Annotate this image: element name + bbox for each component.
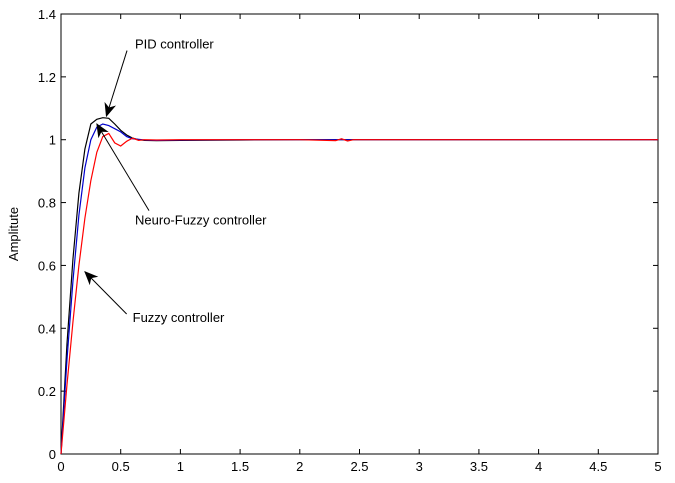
fuzzy-series-line bbox=[60, 132, 658, 455]
x-tick-label: 2 bbox=[296, 459, 303, 474]
y-tick-label: 0.6 bbox=[38, 258, 56, 273]
x-tick-label: 4.5 bbox=[589, 459, 607, 474]
x-tick-label: 1 bbox=[177, 459, 184, 474]
y-tick-label: 1.2 bbox=[38, 70, 56, 85]
neuro-fuzzy-annotation-arrow bbox=[96, 123, 150, 211]
y-tick-label: 1 bbox=[49, 133, 56, 148]
y-tick-label: 0 bbox=[49, 447, 56, 462]
x-tick-label: 2.5 bbox=[350, 459, 368, 474]
x-tick-label: 3.5 bbox=[470, 459, 488, 474]
x-tick-label: 4 bbox=[535, 459, 542, 474]
axis-ticks: 0 0.5 1 1.5 2 2.5 3 3.5 4 4.5 5 0 0.2 0.4 0.6 0.8 1 1.2 1.… bbox=[38, 7, 662, 474]
pid-annotation-label: PID controller bbox=[135, 37, 214, 52]
fuzzy-annotation-arrow bbox=[84, 271, 127, 315]
pid-annotation-arrow bbox=[104, 50, 128, 118]
annotations: PID controller Neuro-Fuzzy controller Fuzz… bbox=[84, 37, 267, 325]
fuzzy-annotation-label: Fuzzy controller bbox=[133, 310, 225, 325]
y-axis-label: Amplitute bbox=[6, 207, 21, 261]
y-tick-label: 0.4 bbox=[38, 321, 56, 336]
neuro-fuzzy-annotation-label: Neuro-Fuzzy controller bbox=[135, 213, 267, 228]
x-tick-label: 5 bbox=[654, 459, 661, 474]
x-tick-label: 0.5 bbox=[112, 459, 130, 474]
x-tick-label: 1.5 bbox=[231, 459, 249, 474]
x-tick-label: 0 bbox=[57, 459, 64, 474]
y-tick-label: 1.4 bbox=[38, 7, 56, 22]
y-tick-label: 0.8 bbox=[38, 196, 56, 211]
y-tick-label: 0.2 bbox=[38, 384, 56, 399]
x-tick-label: 3 bbox=[416, 459, 423, 474]
series-lines bbox=[60, 117, 658, 455]
plot-area bbox=[60, 13, 659, 455]
